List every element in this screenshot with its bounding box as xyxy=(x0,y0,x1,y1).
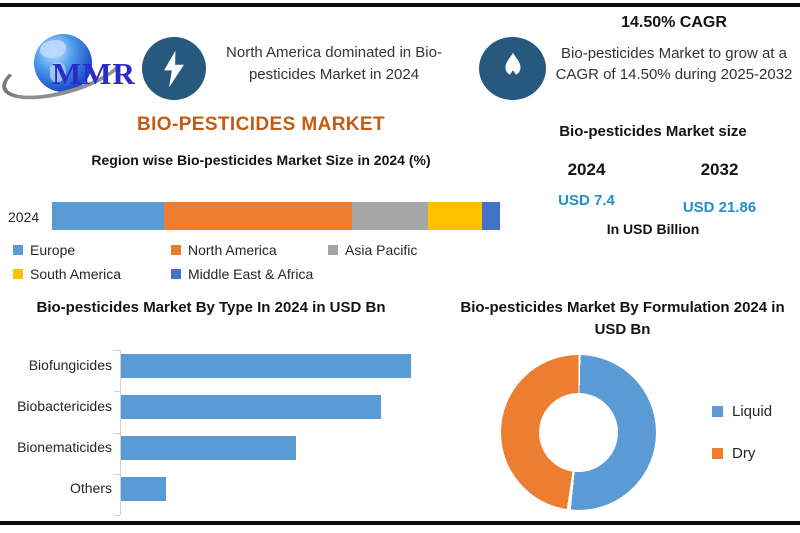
market-size-years: 2024 2032 xyxy=(520,160,786,180)
region-chart-title: Region wise Bio-pesticides Market Size i… xyxy=(91,152,431,168)
legend-label: Asia Pacific xyxy=(345,242,418,258)
legend-item: Dry xyxy=(712,445,755,462)
legend-swatch-icon xyxy=(171,245,181,255)
region-chart-category-label: 2024 xyxy=(8,209,40,225)
legend-swatch-icon xyxy=(13,269,23,279)
legend-item: Europe xyxy=(13,242,75,258)
year-end: 2032 xyxy=(700,160,739,179)
main-title: BIO-PESTICIDES MARKET xyxy=(136,114,386,135)
top-divider xyxy=(0,3,800,7)
legend-label: Europe xyxy=(30,242,76,258)
type-chart-row: Bionematicides xyxy=(8,430,438,471)
flame-icon xyxy=(498,50,528,88)
legend-swatch-icon xyxy=(171,269,181,279)
type-chart-row: Biofungicides xyxy=(8,348,438,389)
legend-swatch-icon xyxy=(328,245,338,255)
donut-hole xyxy=(539,393,618,472)
bar-others xyxy=(121,477,166,501)
value-start: USD 7.4 xyxy=(558,192,615,209)
lightning-icon xyxy=(157,49,191,89)
market-size-unit: In USD Billion xyxy=(606,221,700,237)
legend-label: North America xyxy=(188,242,277,258)
cagr-text: Bio-pesticides Market to grow at a CAGR … xyxy=(555,45,793,83)
bar-segment-europe xyxy=(52,202,164,230)
mmr-logo: MMR xyxy=(0,30,144,111)
market-size-values: USD 7.4 USD 21.86 xyxy=(520,192,786,217)
legend-label: Dry xyxy=(732,445,756,462)
type-chart-row: Others xyxy=(8,471,438,512)
flame-badge xyxy=(479,37,546,100)
category-label: Biobactericides xyxy=(17,398,112,414)
axis-tick xyxy=(114,473,120,475)
type-chart-row: Biobactericides xyxy=(8,389,438,430)
legend-swatch-icon xyxy=(712,406,723,417)
bar-segment-south-america xyxy=(428,202,483,230)
bar-segment-asia-pacific xyxy=(352,202,429,230)
legend-item: South America xyxy=(13,266,121,282)
formulation-chart-title: Bio-pesticides Market By Formulation 202… xyxy=(460,299,785,338)
type-chart-plot: Biofungicides Biobactericides Bionematic… xyxy=(8,348,438,516)
legend-label: South America xyxy=(30,266,122,282)
lightning-badge xyxy=(142,37,206,100)
bar-biobactericides xyxy=(121,395,381,419)
dominance-note: North America dominated in Bio-pesticide… xyxy=(226,44,442,83)
category-label: Biofungicides xyxy=(28,357,112,373)
legend-item: North America xyxy=(171,242,277,258)
value-end: USD 21.86 xyxy=(682,199,757,216)
legend-label: Middle East & Africa xyxy=(188,266,314,282)
market-size-title: Bio-pesticides Market size xyxy=(559,123,747,140)
bottom-divider xyxy=(0,521,800,525)
cagr-title: 14.50% CAGR xyxy=(621,14,727,31)
axis-tick xyxy=(114,350,120,351)
axis-tick xyxy=(114,432,120,434)
bar-segment-middle-east-africa xyxy=(482,202,500,230)
year-start: 2024 xyxy=(567,160,606,179)
type-chart-title: Bio-pesticides Market By Type In 2024 in… xyxy=(36,299,386,316)
logo-text: MMR xyxy=(52,56,136,91)
axis-tick xyxy=(114,515,120,516)
category-label: Bionematicides xyxy=(17,439,112,455)
legend-swatch-icon xyxy=(13,245,23,255)
legend-item: Asia Pacific xyxy=(328,242,417,258)
legend-label: Liquid xyxy=(732,403,773,420)
bar-segment-north-america xyxy=(164,202,353,230)
legend-item: Middle East & Africa xyxy=(171,266,313,282)
region-stacked-bar xyxy=(52,202,500,230)
type-chart-axis xyxy=(120,350,121,515)
region-legend: Europe North America Asia Pacific South … xyxy=(13,240,513,284)
cagr-block: 14.50% CAGR Bio-pesticides Market to gro… xyxy=(550,14,798,85)
axis-tick xyxy=(114,391,120,393)
legend-item: Liquid xyxy=(712,403,772,420)
legend-swatch-icon xyxy=(712,448,723,459)
bar-bionematicides xyxy=(121,436,296,460)
globe-icon xyxy=(34,34,92,92)
bar-biofungicides xyxy=(121,354,411,378)
category-label: Others xyxy=(69,480,112,496)
